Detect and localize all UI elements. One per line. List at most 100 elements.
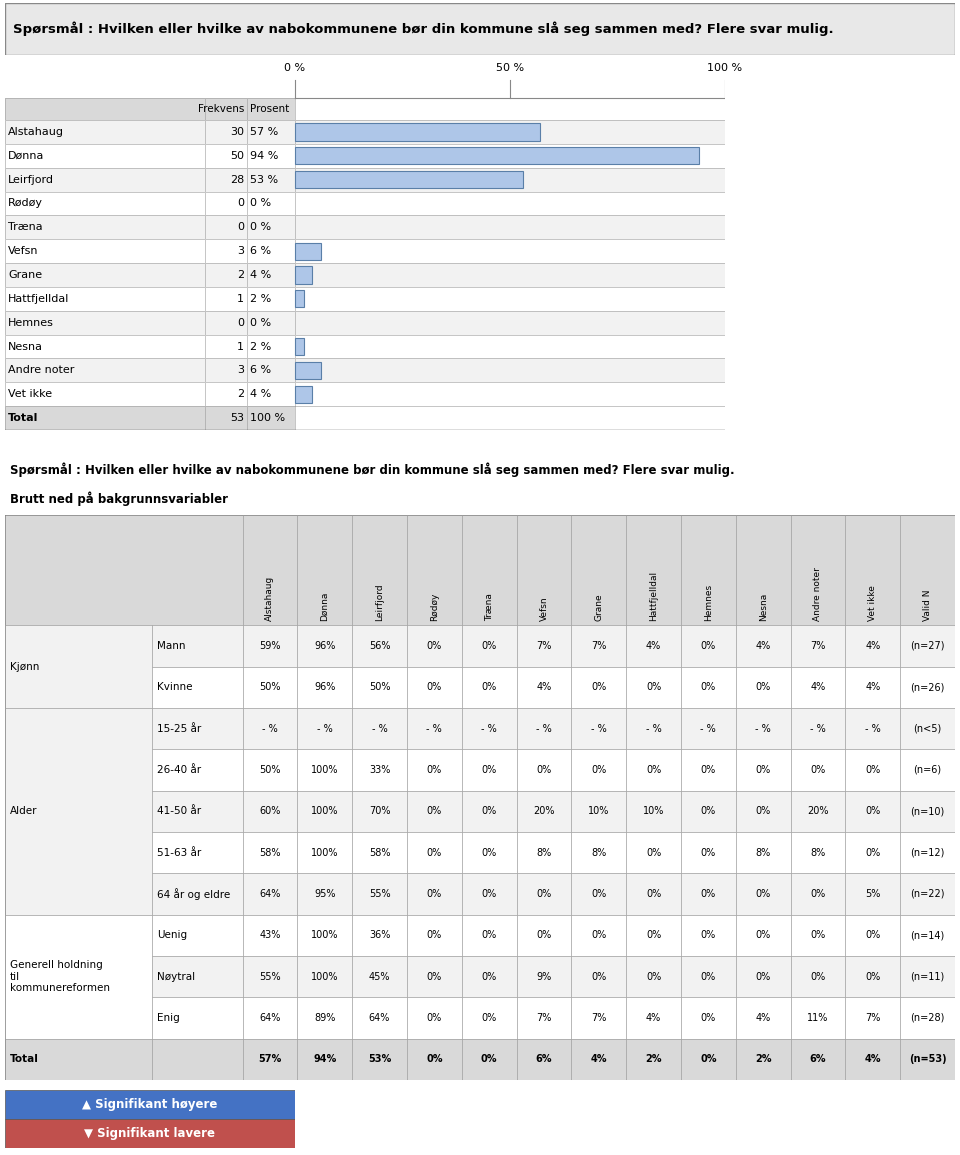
Text: 57%: 57%	[258, 1055, 281, 1064]
FancyBboxPatch shape	[5, 515, 243, 625]
FancyBboxPatch shape	[791, 832, 846, 873]
Text: 36%: 36%	[369, 930, 390, 940]
Text: 51-63 år: 51-63 år	[157, 848, 202, 857]
Text: 0%: 0%	[426, 683, 442, 692]
FancyBboxPatch shape	[5, 286, 205, 311]
FancyBboxPatch shape	[153, 666, 243, 708]
FancyBboxPatch shape	[407, 832, 462, 873]
Text: 4%: 4%	[810, 683, 826, 692]
FancyBboxPatch shape	[153, 915, 243, 956]
FancyBboxPatch shape	[681, 708, 735, 750]
Text: Kjønn: Kjønn	[10, 662, 39, 671]
FancyBboxPatch shape	[295, 386, 312, 403]
Text: 0%: 0%	[810, 765, 826, 775]
FancyBboxPatch shape	[791, 915, 846, 956]
Text: - %: - %	[590, 723, 607, 733]
FancyBboxPatch shape	[735, 915, 791, 956]
FancyBboxPatch shape	[735, 666, 791, 708]
Text: 0%: 0%	[701, 641, 716, 651]
FancyBboxPatch shape	[846, 956, 900, 997]
Text: 50%: 50%	[259, 765, 280, 775]
FancyBboxPatch shape	[5, 382, 205, 407]
Text: 100%: 100%	[311, 765, 339, 775]
FancyBboxPatch shape	[247, 286, 295, 311]
Text: (n=53): (n=53)	[909, 1055, 947, 1064]
FancyBboxPatch shape	[247, 144, 295, 167]
FancyBboxPatch shape	[5, 215, 205, 239]
FancyBboxPatch shape	[295, 215, 725, 239]
FancyBboxPatch shape	[791, 666, 846, 708]
FancyBboxPatch shape	[407, 1038, 462, 1080]
Text: 55%: 55%	[369, 889, 391, 899]
FancyBboxPatch shape	[791, 1038, 846, 1080]
FancyBboxPatch shape	[247, 215, 295, 239]
FancyBboxPatch shape	[5, 1038, 153, 1080]
FancyBboxPatch shape	[571, 625, 626, 666]
FancyBboxPatch shape	[352, 832, 407, 873]
Text: 0%: 0%	[426, 971, 442, 982]
Text: 0%: 0%	[701, 971, 716, 982]
Text: 10%: 10%	[643, 806, 664, 817]
FancyBboxPatch shape	[205, 98, 247, 120]
FancyBboxPatch shape	[153, 997, 243, 1038]
Text: 0%: 0%	[756, 889, 771, 899]
FancyBboxPatch shape	[153, 873, 243, 915]
Text: 0%: 0%	[482, 683, 496, 692]
Text: 0%: 0%	[865, 806, 880, 817]
FancyBboxPatch shape	[571, 708, 626, 750]
FancyBboxPatch shape	[516, 666, 571, 708]
FancyBboxPatch shape	[243, 790, 298, 832]
Text: 0%: 0%	[865, 765, 880, 775]
FancyBboxPatch shape	[571, 515, 626, 625]
FancyBboxPatch shape	[298, 873, 352, 915]
FancyBboxPatch shape	[571, 750, 626, 790]
FancyBboxPatch shape	[243, 708, 298, 750]
Text: 0: 0	[237, 199, 244, 208]
FancyBboxPatch shape	[352, 873, 407, 915]
Text: 0%: 0%	[426, 848, 442, 857]
Text: Hattfjelldal: Hattfjelldal	[649, 571, 658, 620]
Text: 56%: 56%	[369, 641, 391, 651]
Text: 9%: 9%	[537, 971, 552, 982]
Text: 0: 0	[237, 318, 244, 328]
FancyBboxPatch shape	[298, 1038, 352, 1080]
Text: 64%: 64%	[369, 1013, 390, 1023]
FancyBboxPatch shape	[247, 335, 295, 358]
Text: Generell holdning
til
kommunereformen: Generell holdning til kommunereformen	[10, 960, 109, 993]
FancyBboxPatch shape	[407, 956, 462, 997]
Text: 0%: 0%	[646, 930, 661, 940]
FancyBboxPatch shape	[205, 239, 247, 263]
FancyBboxPatch shape	[205, 382, 247, 407]
Text: 70%: 70%	[369, 806, 391, 817]
FancyBboxPatch shape	[626, 708, 681, 750]
Text: 0 %: 0 %	[250, 222, 271, 232]
FancyBboxPatch shape	[846, 750, 900, 790]
FancyBboxPatch shape	[626, 625, 681, 666]
Text: 33%: 33%	[369, 765, 390, 775]
Text: 4%: 4%	[756, 641, 771, 651]
FancyBboxPatch shape	[900, 956, 955, 997]
FancyBboxPatch shape	[247, 192, 295, 215]
Text: Total: Total	[8, 413, 38, 423]
Text: 0%: 0%	[865, 848, 880, 857]
FancyBboxPatch shape	[407, 666, 462, 708]
Text: - %: - %	[810, 723, 826, 733]
FancyBboxPatch shape	[681, 515, 735, 625]
Text: 53: 53	[230, 413, 244, 423]
FancyBboxPatch shape	[462, 832, 516, 873]
Text: 6%: 6%	[809, 1055, 827, 1064]
Text: 0%: 0%	[426, 641, 442, 651]
Text: 0%: 0%	[482, 930, 496, 940]
Text: 94%: 94%	[313, 1055, 336, 1064]
Text: Rødøy: Rødøy	[430, 593, 439, 620]
Text: 7%: 7%	[537, 1013, 552, 1023]
FancyBboxPatch shape	[735, 873, 791, 915]
FancyBboxPatch shape	[295, 286, 725, 311]
FancyBboxPatch shape	[735, 1038, 791, 1080]
Text: (n=14): (n=14)	[910, 930, 945, 940]
Text: 8%: 8%	[591, 848, 607, 857]
Text: 89%: 89%	[314, 1013, 335, 1023]
FancyBboxPatch shape	[5, 358, 205, 382]
Text: 0 %: 0 %	[250, 318, 271, 328]
FancyBboxPatch shape	[571, 873, 626, 915]
